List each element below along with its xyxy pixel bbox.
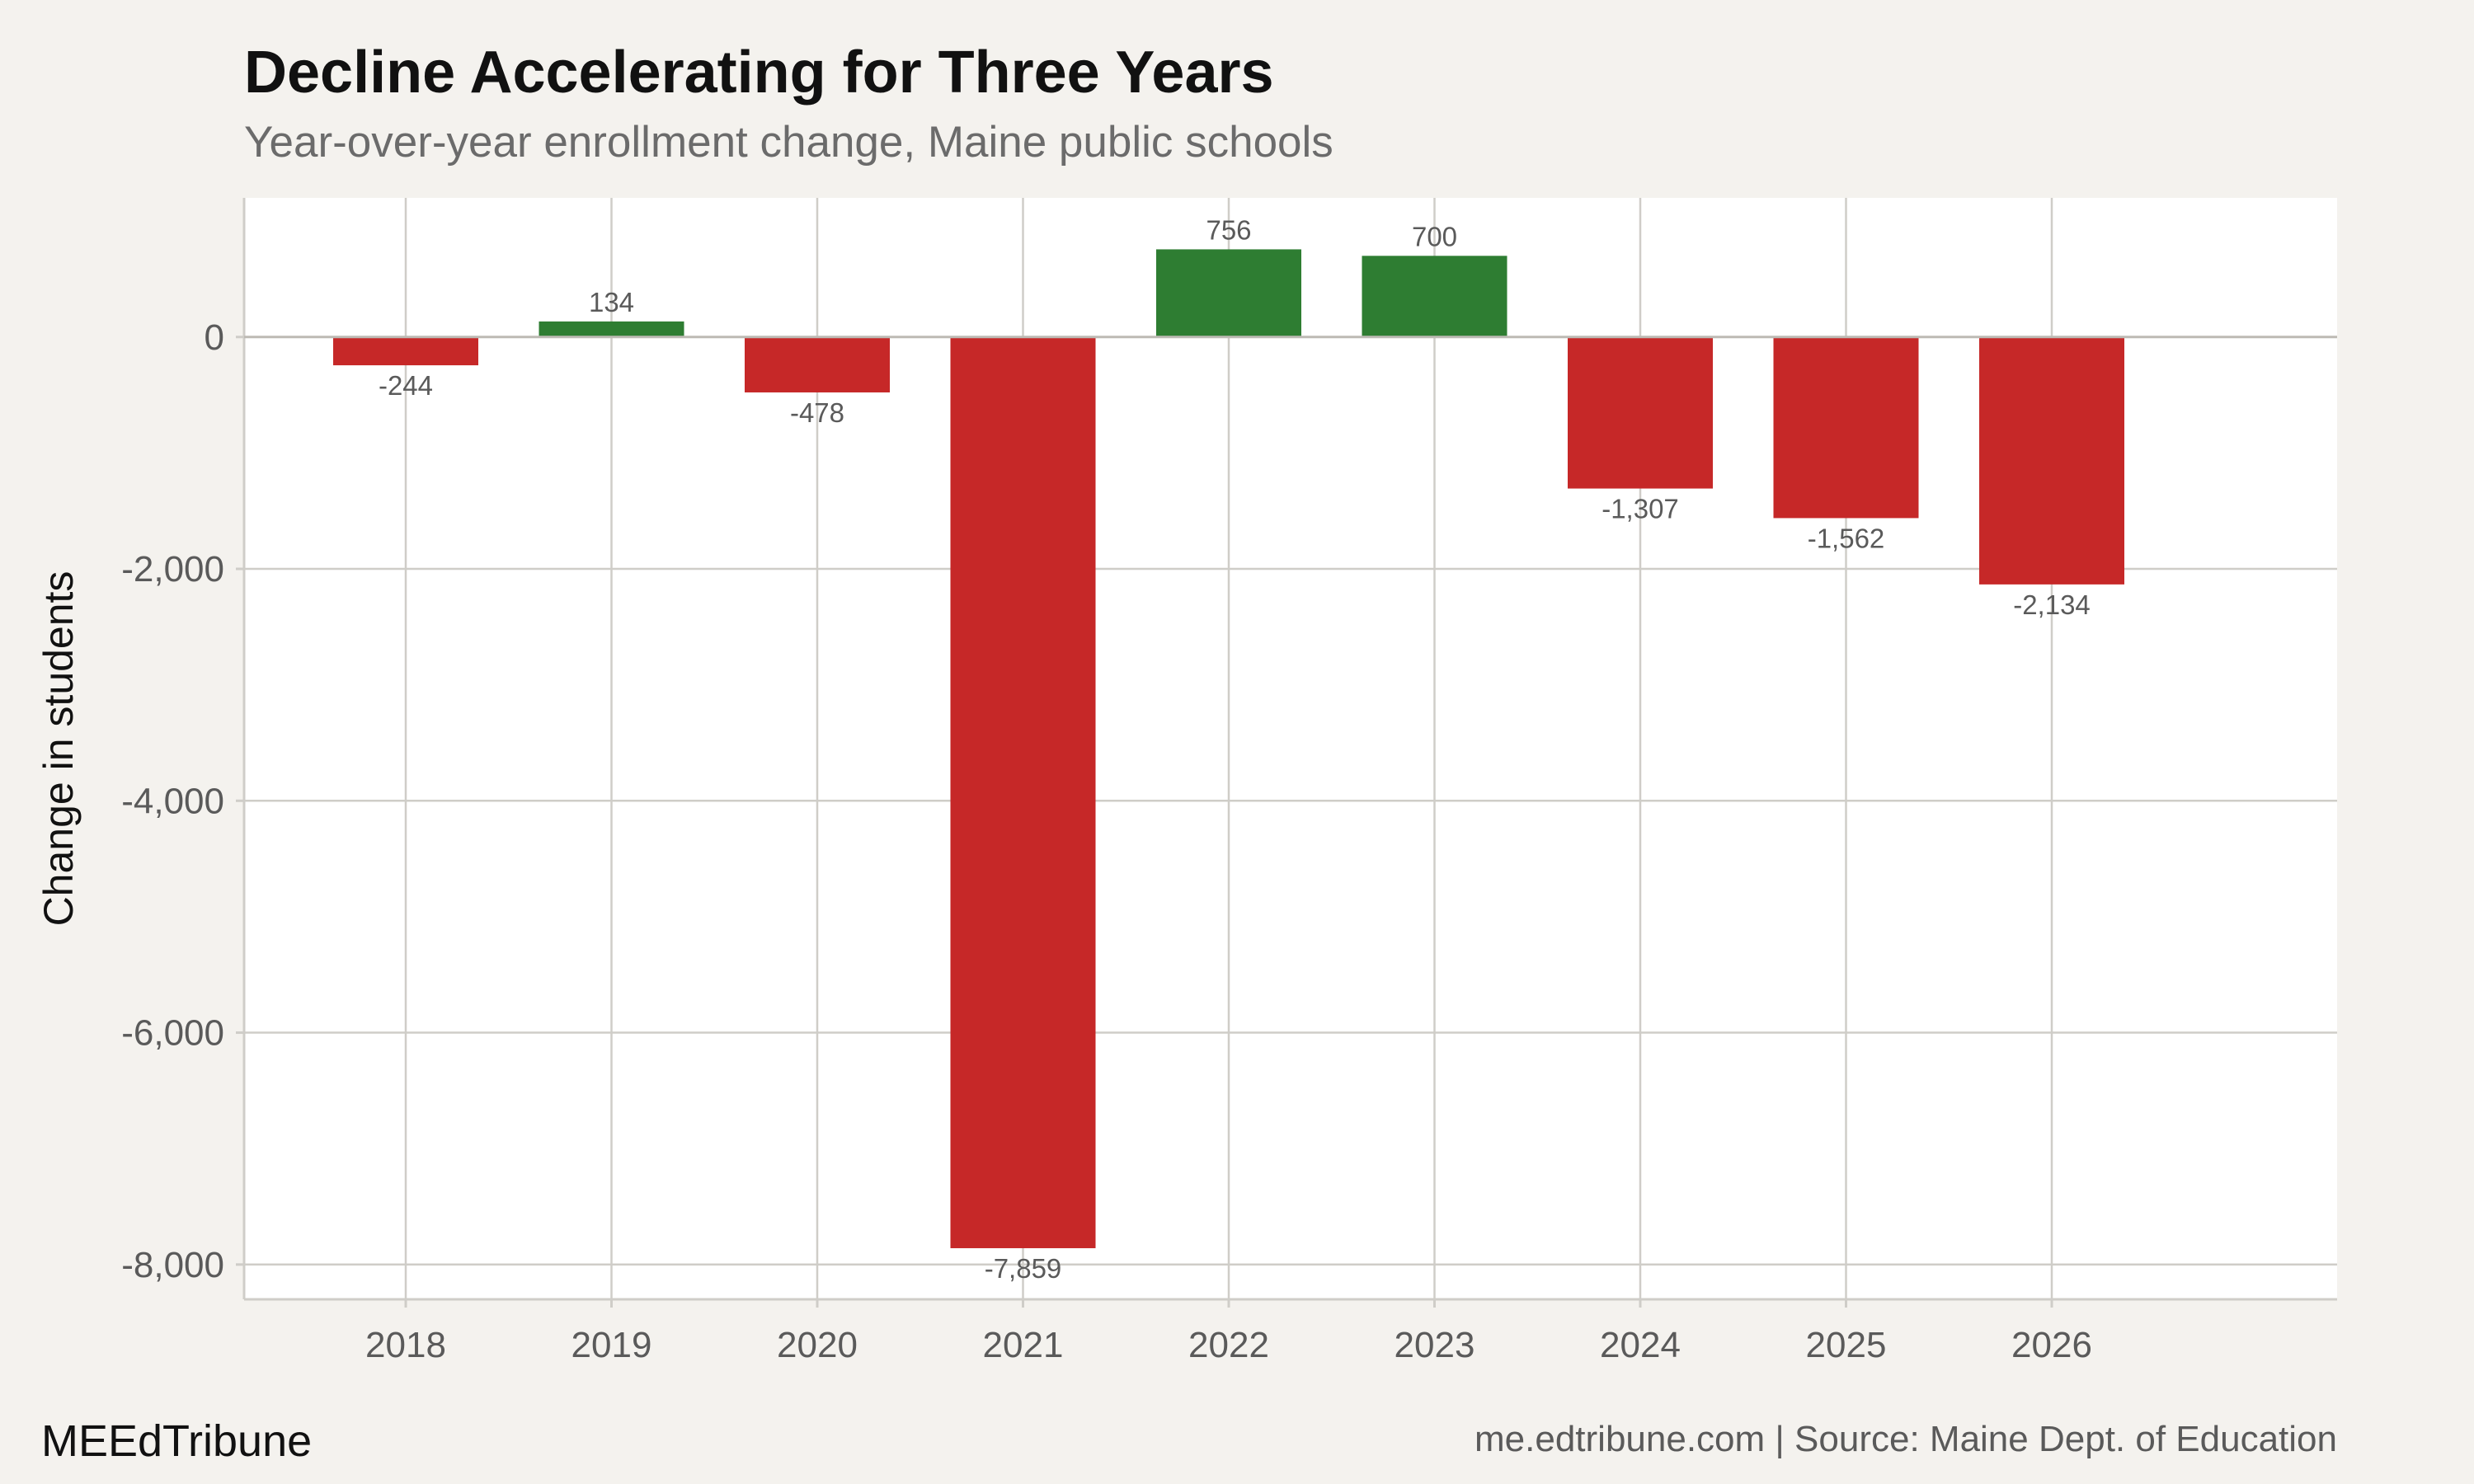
data-labels: -244 134 -478 -7,859 756 700 -1,307 -1,562 -2,13… (379, 214, 2091, 1284)
x-tick-label-2023: 2023 (1395, 1325, 1475, 1365)
data-label-2020: -478 (790, 397, 844, 428)
bar-2022 (1156, 249, 1301, 337)
data-label-2026: -2,134 (2013, 589, 2091, 620)
bars (333, 249, 2124, 1248)
data-label-2023: 700 (1412, 221, 1457, 251)
x-tick-label-2018: 2018 (365, 1325, 446, 1365)
data-label-2022: 756 (1206, 214, 1251, 245)
y-axis-label: Change in students (35, 571, 82, 927)
brand-logo-text: MEEdTribune (41, 1416, 312, 1466)
data-label-2021: -7,859 (985, 1253, 1062, 1284)
data-label-2018: -244 (379, 370, 433, 401)
x-tick-label-2026: 2026 (2011, 1325, 2092, 1365)
data-label-2019: 134 (589, 287, 634, 317)
x-tick-label-2024: 2024 (1600, 1325, 1681, 1365)
data-label-2024: -1,307 (1602, 494, 1679, 524)
bar-2023 (1362, 256, 1507, 337)
bar-2021 (950, 336, 1096, 1248)
x-tick-label-2025: 2025 (1806, 1325, 1887, 1365)
bar-2025 (1773, 336, 1919, 519)
chart-title: Decline Accelerating for Three Years (244, 40, 1274, 106)
bar-2018 (333, 336, 478, 366)
x-tick-label-2019: 2019 (571, 1325, 652, 1365)
bar-2019 (539, 321, 684, 337)
bar-2026 (1979, 336, 2124, 585)
y-tick-label: -6,000 (121, 1013, 224, 1054)
y-tick-label: -2,000 (121, 549, 224, 589)
y-tick-label: -4,000 (121, 781, 224, 821)
axes: 0 -2,000 -4,000 -6,000 -8,000 2018 2019 2020 202… (121, 198, 2337, 1365)
x-tick-label-2020: 2020 (777, 1325, 858, 1365)
bar-2024 (1568, 336, 1713, 489)
x-tick-label-2022: 2022 (1188, 1325, 1269, 1365)
chart-subtitle: Year-over-year enrollment change, Maine … (244, 118, 1333, 167)
data-label-2025: -1,562 (1808, 523, 1885, 553)
y-tick-label: -8,000 (121, 1245, 224, 1285)
source-credit: me.edtribune.com | Source: Maine Dept. o… (1475, 1419, 2337, 1459)
x-tick-label-2021: 2021 (983, 1325, 1064, 1365)
bar-2020 (745, 336, 890, 392)
y-tick-label: 0 (205, 317, 224, 358)
